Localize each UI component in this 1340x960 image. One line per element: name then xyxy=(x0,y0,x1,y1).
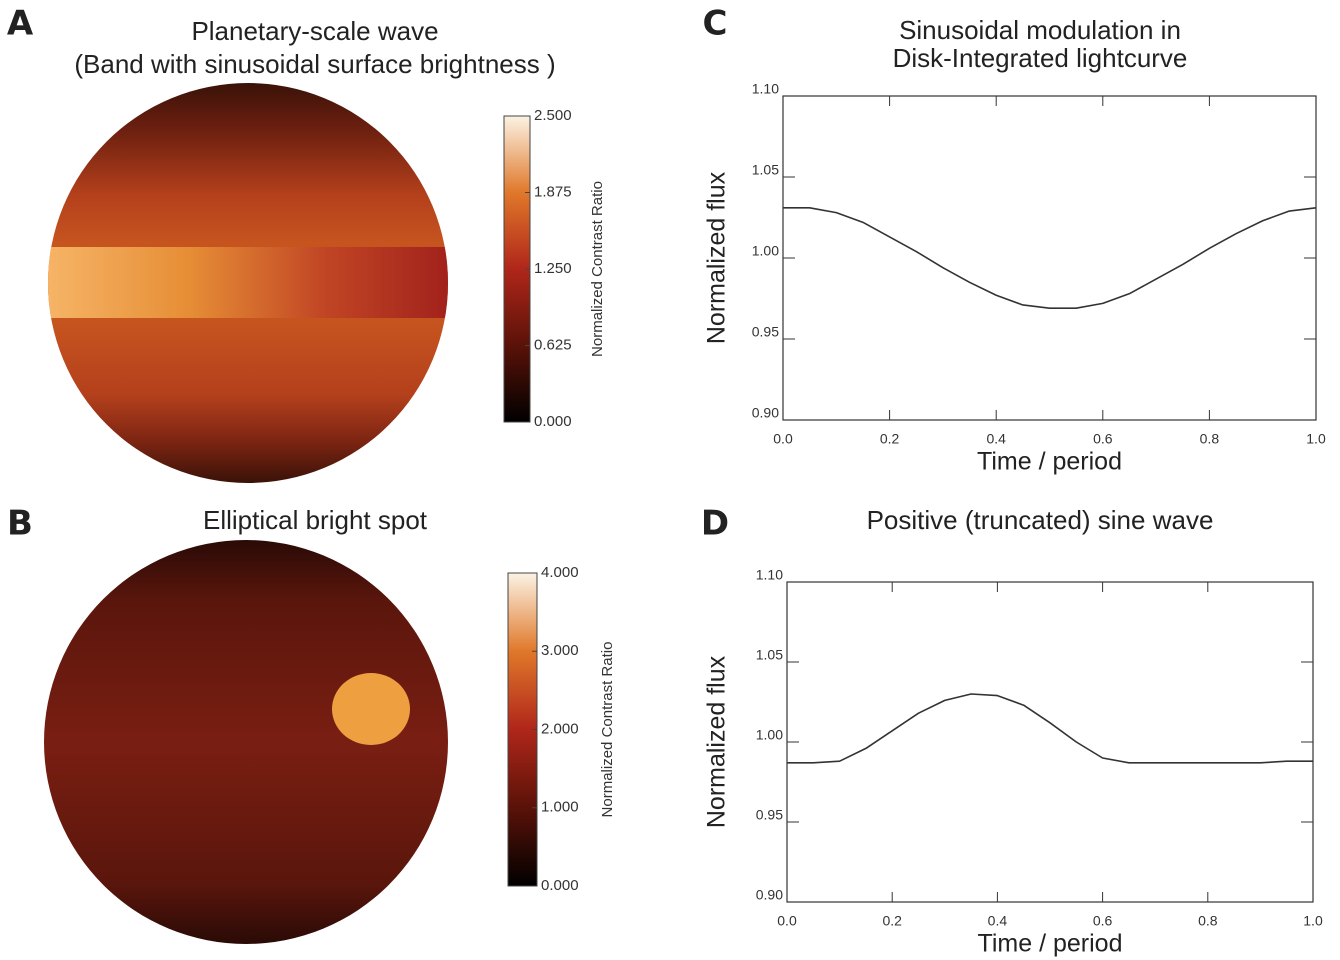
panel-letter: A xyxy=(7,4,34,44)
bright-spot xyxy=(332,673,410,745)
x-tick-label: 0.6 xyxy=(1093,431,1113,447)
colorbar-tick-label: 2.500 xyxy=(534,107,572,124)
y-tick-label: 1.00 xyxy=(752,243,779,259)
colorbar-tick-label: 4.000 xyxy=(541,564,579,581)
x-tick-label: 0.4 xyxy=(986,431,1006,447)
y-tick-label: 0.90 xyxy=(752,405,779,421)
x-tick-label: 0.2 xyxy=(880,431,900,447)
colorbar-tick-label: 0.000 xyxy=(541,877,579,894)
y-tick-label: 1.05 xyxy=(756,647,783,663)
panel-title: Planetary-scale wave xyxy=(191,16,438,46)
panel-letter: B xyxy=(7,504,33,544)
x-tick-label: 0.8 xyxy=(1198,913,1218,929)
y-tick-label: 1.00 xyxy=(756,727,783,743)
colorbar-tick-label: 1.875 xyxy=(534,183,572,200)
y-tick-label: 0.90 xyxy=(756,887,783,903)
colorbar-tick-label: 2.000 xyxy=(541,720,579,737)
x-tick-label: 0.0 xyxy=(773,431,793,447)
y-tick-label: 1.05 xyxy=(752,162,779,178)
plot-frame xyxy=(782,95,1317,421)
panel-title: Disk-Integrated lightcurve xyxy=(893,43,1188,73)
x-axis-label: Time / period xyxy=(978,930,1123,958)
x-tick-label: 1.0 xyxy=(1303,913,1323,929)
x-axis-label: Time / period xyxy=(977,448,1122,476)
lightcurve xyxy=(787,693,1313,764)
x-tick-label: 0.2 xyxy=(882,913,902,929)
y-tick-label: 1.10 xyxy=(756,567,783,583)
x-tick-label: 0.4 xyxy=(988,913,1008,929)
panel-letter: D xyxy=(701,504,729,544)
panel-letter: C xyxy=(703,4,728,44)
x-tick-label: 0.0 xyxy=(777,913,797,929)
bright-band xyxy=(48,247,448,318)
panel-title: Positive (truncated) sine wave xyxy=(867,505,1214,535)
panel-title: Elliptical bright spot xyxy=(203,505,428,535)
colorbar-tick-label: 0.625 xyxy=(534,336,572,353)
x-tick-label: 0.6 xyxy=(1093,913,1113,929)
plot-frame xyxy=(786,581,1314,903)
colorbar-tick-label: 3.000 xyxy=(541,642,579,659)
y-tick-label: 0.95 xyxy=(756,807,783,823)
colorbar-tick-label: 1.250 xyxy=(534,260,572,277)
y-axis-label: Normalized flux xyxy=(703,171,731,344)
colorbar-label: Normalized Contrast Ratio xyxy=(599,642,616,818)
panel-title: (Band with sinusoidal surface brightness… xyxy=(74,49,555,79)
panel-title: Sinusoidal modulation in xyxy=(899,15,1181,45)
colorbar-label: Normalized Contrast Ratio xyxy=(589,181,606,357)
x-tick-label: 1.0 xyxy=(1306,431,1326,447)
colorbar-tick-label: 1.000 xyxy=(541,799,579,816)
planet-disk xyxy=(44,540,448,944)
y-tick-label: 1.10 xyxy=(752,81,779,97)
y-axis-label: Normalized flux xyxy=(703,655,731,828)
y-tick-label: 0.95 xyxy=(752,324,779,340)
colorbar-tick-label: 0.000 xyxy=(534,413,572,430)
x-tick-label: 0.8 xyxy=(1200,431,1220,447)
lightcurve xyxy=(783,206,1317,310)
